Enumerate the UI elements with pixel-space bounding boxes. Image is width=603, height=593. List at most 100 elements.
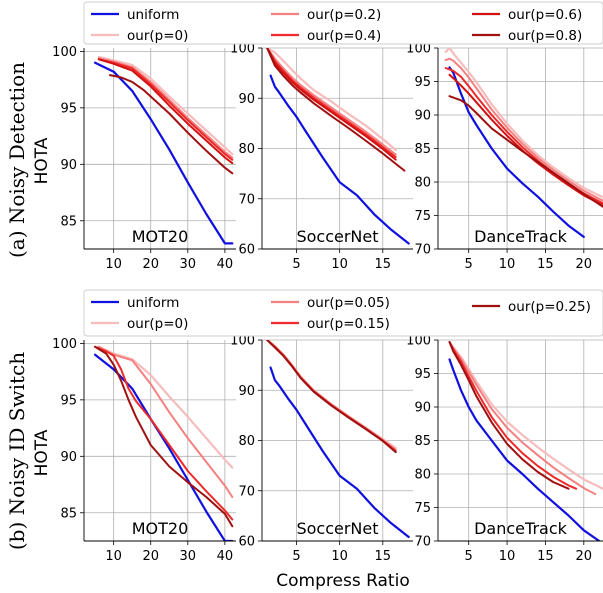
series-line bbox=[448, 341, 597, 496]
x-tick-label: 40 bbox=[217, 549, 234, 564]
row-label-a: (a) Noisy Detection bbox=[5, 62, 29, 258]
panel-title: DanceTrack bbox=[474, 519, 568, 538]
x-tick-label: 10 bbox=[105, 549, 122, 564]
legend-label: our(p=0) bbox=[127, 316, 188, 332]
x-axis-label: Compress Ratio bbox=[276, 571, 409, 591]
series-line bbox=[448, 73, 603, 207]
series-line bbox=[448, 341, 570, 490]
series-line bbox=[97, 345, 234, 469]
chart-panel: 5 10 15 60 70 80 90 100 SoccerNet bbox=[230, 42, 413, 272]
series-line bbox=[448, 341, 578, 490]
chart-panel: 5 10 15 20 70 75 80 85 90 95 100 DanceTrack bbox=[406, 334, 603, 564]
x-tick-label: 20 bbox=[142, 257, 159, 272]
panel-title: SoccerNet bbox=[296, 519, 378, 538]
legend-frame bbox=[83, 1, 603, 45]
x-tick-label: 10 bbox=[105, 257, 122, 272]
legend-label: our(p=0.25) bbox=[508, 299, 591, 315]
panel-title: SoccerNet bbox=[296, 227, 378, 246]
series-line bbox=[269, 366, 410, 539]
x-tick-label: 30 bbox=[180, 549, 197, 564]
series-group bbox=[444, 48, 603, 238]
series-line bbox=[266, 48, 397, 152]
legend: uniform our(p=0) our(p=0.05) our(p=0.15) our… bbox=[83, 289, 603, 337]
y-tick-label: 90 bbox=[60, 158, 77, 173]
series-line bbox=[94, 345, 234, 528]
legend-label: uniform bbox=[127, 295, 179, 311]
x-tick-label: 10 bbox=[331, 257, 348, 272]
y-tick-label: 75 bbox=[414, 501, 431, 516]
y-tick-label: 100 bbox=[230, 42, 255, 57]
y-tick-label: 85 bbox=[60, 214, 77, 229]
legend-label: our(p=0.2) bbox=[307, 7, 381, 23]
legend-label: uniform bbox=[127, 7, 179, 23]
panel-title: MOT20 bbox=[132, 519, 189, 538]
series-line bbox=[448, 66, 585, 238]
chart-panel: 5 10 15 60 70 80 90 100 SoccerNet bbox=[230, 334, 413, 564]
x-tick-label: 10 bbox=[499, 257, 516, 272]
ylabel-bottom: HOTA bbox=[32, 429, 52, 476]
x-tick-label: 15 bbox=[537, 549, 554, 564]
legend-label: our(p=0.05) bbox=[307, 295, 390, 311]
chart-panel: 10 20 30 40 85 90 95 100 MOT20 bbox=[52, 45, 236, 272]
y-tick-label: 90 bbox=[414, 109, 431, 124]
series-line bbox=[97, 58, 234, 165]
panel-title: DanceTrack bbox=[474, 227, 568, 246]
series-line bbox=[444, 48, 603, 199]
x-tick-label: 15 bbox=[375, 257, 392, 272]
y-tick-label: 70 bbox=[414, 535, 431, 550]
legends: uniform our(p=0) our(p=0.2) our(p=0.4) our(p… bbox=[83, 1, 603, 337]
y-tick-label: 95 bbox=[60, 393, 77, 408]
y-tick-label: 100 bbox=[230, 334, 255, 349]
series-group bbox=[93, 55, 234, 245]
x-tick-label: 5 bbox=[465, 257, 473, 272]
y-tick-label: 85 bbox=[414, 434, 431, 449]
x-tick-label: 20 bbox=[576, 549, 593, 564]
series-line bbox=[269, 74, 410, 245]
y-tick-label: 70 bbox=[414, 243, 431, 258]
x-tick-label: 5 bbox=[292, 257, 300, 272]
x-tick-label: 10 bbox=[499, 549, 516, 564]
series-line bbox=[266, 48, 397, 161]
series-line bbox=[97, 345, 234, 498]
series-line bbox=[109, 74, 234, 175]
y-tick-label: 90 bbox=[238, 92, 255, 107]
series-line bbox=[448, 340, 603, 490]
y-tick-label: 80 bbox=[414, 176, 431, 191]
y-tick-label: 80 bbox=[238, 142, 255, 157]
series-line bbox=[266, 48, 406, 172]
row-label-b: (b) Noisy ID Switch bbox=[5, 352, 29, 550]
y-tick-label: 75 bbox=[414, 209, 431, 224]
y-tick-label: 100 bbox=[52, 45, 77, 60]
y-tick-label: 70 bbox=[238, 484, 255, 499]
legend-label: our(p=0.8) bbox=[508, 28, 582, 44]
legend-frame bbox=[83, 289, 603, 337]
y-tick-label: 100 bbox=[406, 334, 431, 349]
y-tick-label: 95 bbox=[414, 367, 431, 382]
y-tick-label: 85 bbox=[60, 506, 77, 521]
x-tick-label: 30 bbox=[180, 257, 197, 272]
y-tick-label: 90 bbox=[60, 450, 77, 465]
series-line bbox=[97, 58, 234, 161]
legend-label: our(p=0) bbox=[127, 28, 188, 44]
series-group bbox=[93, 345, 234, 541]
x-tick-label: 20 bbox=[576, 257, 593, 272]
ylabel-top: HOTA bbox=[32, 137, 52, 184]
chart-panel: 10 20 30 40 85 90 95 100 MOT20 bbox=[52, 337, 236, 564]
chart-panel: 5 10 15 20 70 75 80 85 90 95 100 DanceTrack bbox=[406, 42, 603, 272]
x-tick-label: 40 bbox=[217, 257, 234, 272]
y-tick-label: 100 bbox=[52, 337, 77, 352]
series-line bbox=[448, 95, 603, 208]
x-tick-label: 5 bbox=[292, 549, 300, 564]
y-tick-label: 60 bbox=[238, 535, 255, 550]
y-tick-label: 85 bbox=[414, 142, 431, 157]
series-group bbox=[448, 340, 603, 541]
y-tick-label: 100 bbox=[406, 42, 431, 57]
x-tick-label: 20 bbox=[142, 549, 159, 564]
x-tick-label: 15 bbox=[375, 549, 392, 564]
series-group bbox=[266, 340, 410, 539]
series-line bbox=[94, 345, 234, 521]
series-line bbox=[444, 57, 603, 202]
series-line bbox=[266, 48, 397, 156]
y-tick-label: 80 bbox=[238, 434, 255, 449]
